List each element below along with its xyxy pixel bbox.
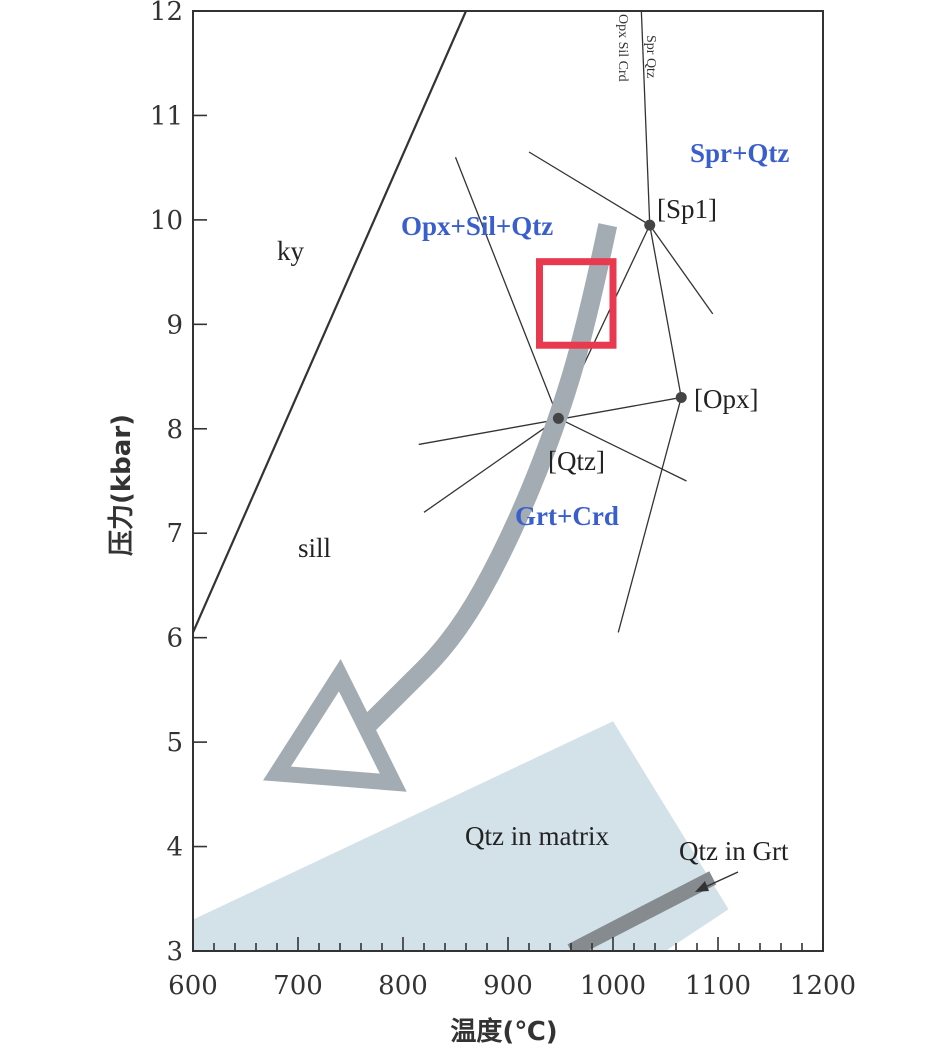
x-tick-label-1100: 1100 [685,971,751,1001]
label-opx: [Opx] [694,384,758,414]
pt-path [354,223,618,739]
reaction-line-8 [528,151,651,226]
reaction-line-9 [649,224,714,315]
qtz-in-grt-pointer-head [695,881,709,892]
y-tick-label-8: 8 [166,415,183,445]
y-tick-label-4: 4 [166,833,183,863]
label-grt-crd: Grt+Crd [515,501,619,531]
label-qtz-in-grt: Qtz in Grt [679,836,789,866]
label-opx-sil-qtz: Opx+Sil+Qtz [401,211,553,241]
reaction-line-7 [640,11,651,226]
y-tick-label-10: 10 [150,206,183,236]
reaction-line-5 [423,417,559,513]
y-axis-title: 压力(kbar) [107,414,137,556]
reaction-line-11 [617,397,682,633]
x-tick-label-1200: 1200 [790,971,856,1001]
y-tick-label-3: 3 [166,937,183,967]
qtz-in-grt-pointer [702,871,739,889]
curve-label-opx-sil-crd: Opx Sil Crd [615,14,630,82]
x-tick-label-800: 800 [378,971,428,1001]
peak-box [536,258,617,349]
x-tick-label-1000: 1000 [580,971,646,1001]
y-tick-label-7: 7 [166,519,183,549]
y-tick-label-9: 9 [166,310,183,340]
label-qtz: [Qtz] [548,446,605,476]
invariant-point-spl [644,219,656,231]
y-tick-label-12: 12 [150,0,183,27]
reaction-line-2 [454,156,560,419]
field-qtz-in-matrix [193,721,729,951]
reaction-line-1 [193,11,468,633]
reaction-line-4 [558,417,687,482]
label-ky: ky [277,236,305,266]
y-tick-label-6: 6 [166,624,183,654]
curve-label-spr-qtz: Spr Qtz [643,35,658,78]
label-qtz-in-matrix: Qtz in matrix [465,821,609,851]
qtz-in-grt-band [567,871,717,951]
label-spl: [Sp1] [657,194,717,224]
x-tick-label-900: 900 [483,971,533,1001]
label-sill: sill [298,533,331,563]
y-tick-label-5: 5 [166,728,183,758]
invariant-point-qtz [552,412,564,424]
label-spr-qtz: Spr+Qtz [690,138,789,168]
invariant-point-opx [675,391,687,403]
x-tick-label-700: 700 [273,971,323,1001]
y-tick-label-11: 11 [150,101,183,131]
x-tick-label-600: 600 [168,971,218,1001]
pt-path-arrowhead [263,658,407,792]
reaction-line-10 [649,224,682,398]
x-axis-title: 温度(℃) [450,1016,557,1047]
